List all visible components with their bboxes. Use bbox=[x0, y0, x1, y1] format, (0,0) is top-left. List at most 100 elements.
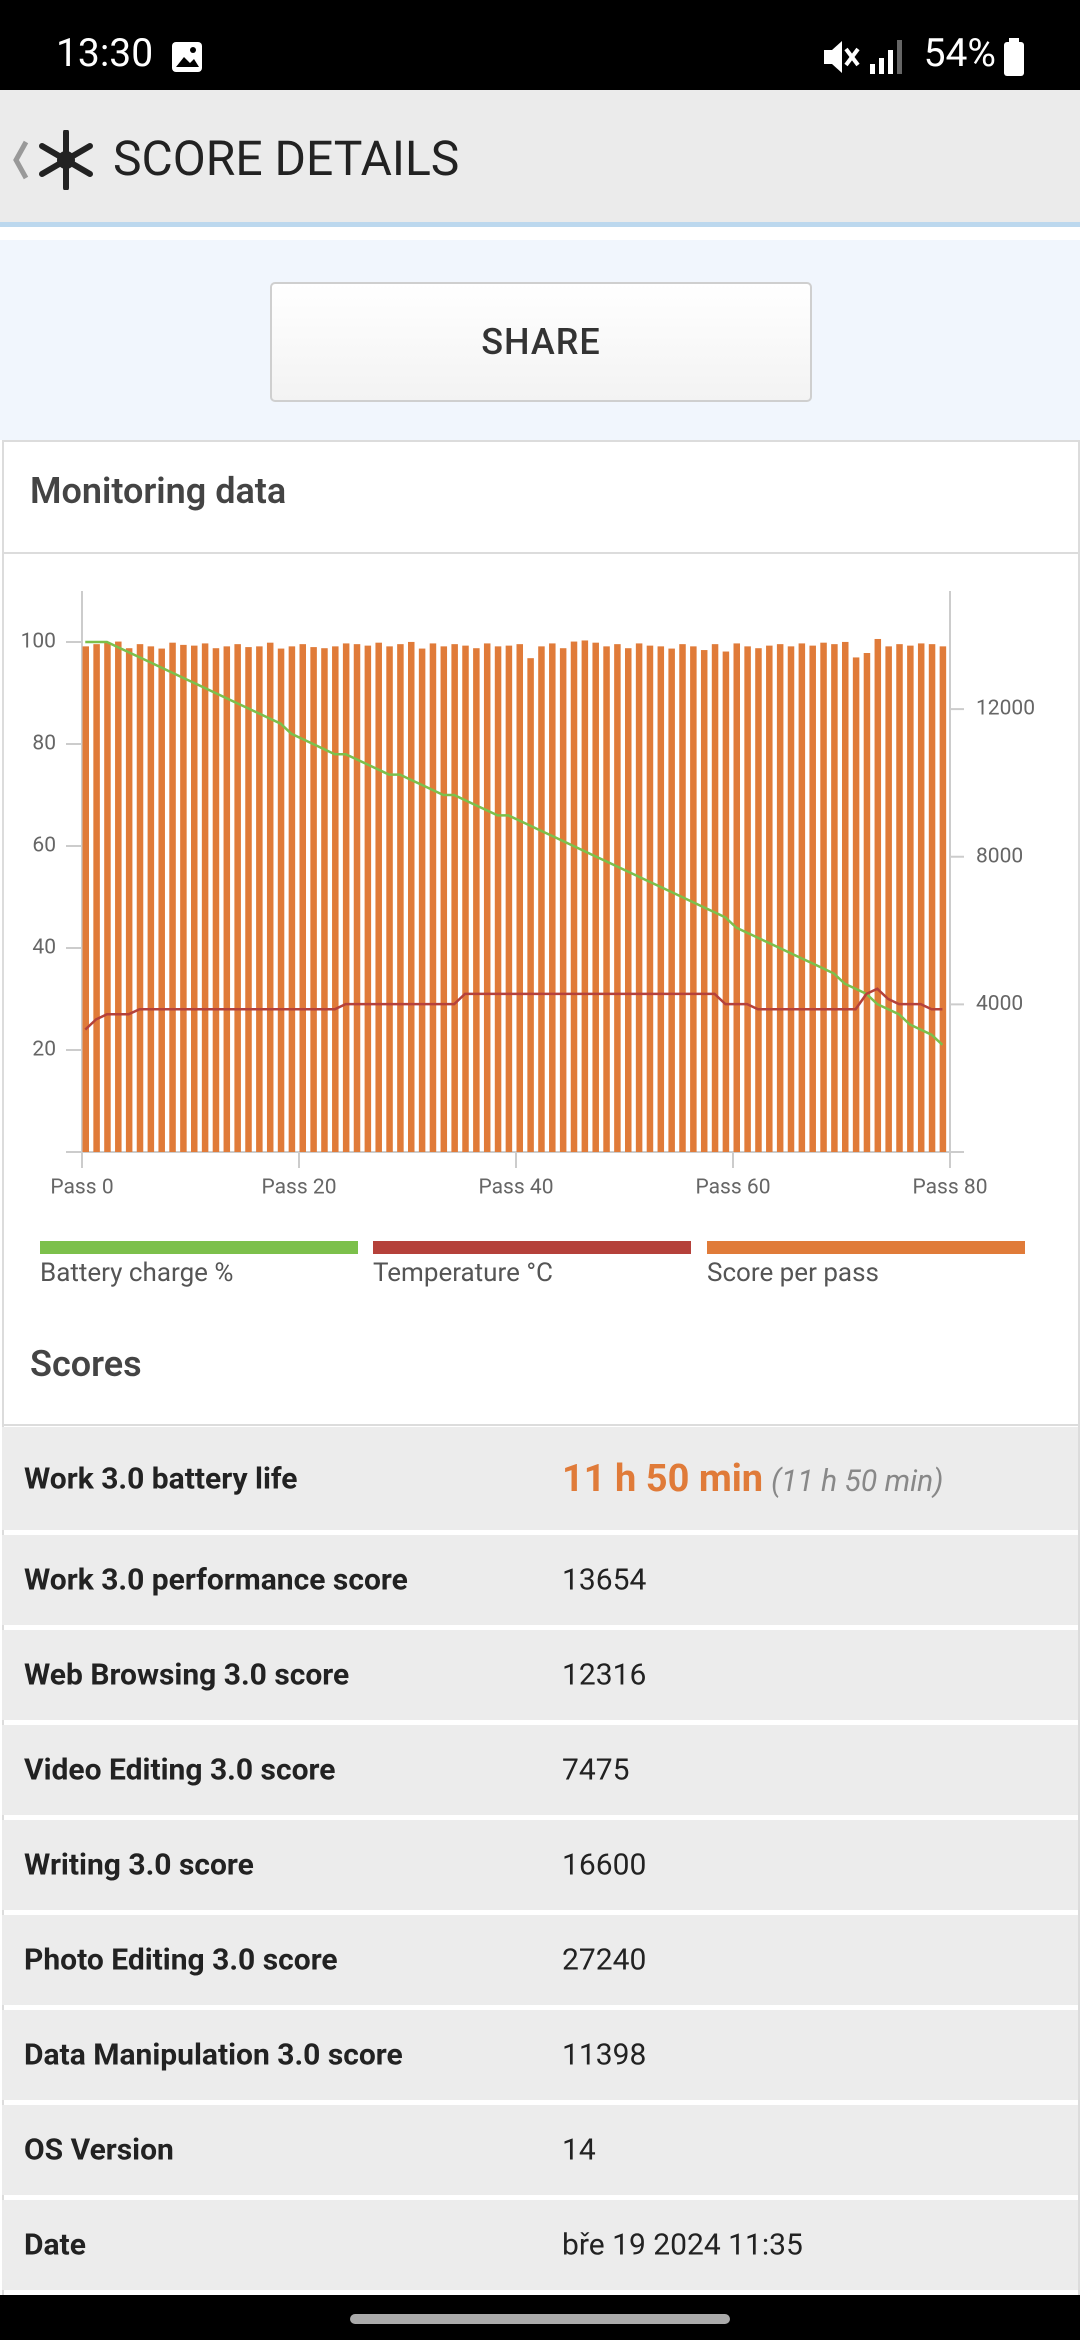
score-note: (11 h 50 min) bbox=[771, 1463, 944, 1499]
bar bbox=[711, 644, 719, 1152]
bar bbox=[592, 642, 599, 1152]
scores-table: Work 3.0 battery life 11 h 50 min (11 h 50… bbox=[2, 1427, 1078, 2290]
bar bbox=[527, 658, 534, 1152]
bar bbox=[288, 646, 296, 1152]
legend-swatch bbox=[40, 1241, 358, 1254]
score-value-cell: 16600 bbox=[562, 1848, 646, 1883]
bar bbox=[277, 648, 285, 1152]
bar bbox=[386, 646, 393, 1152]
bar bbox=[776, 644, 784, 1152]
score-value: 7475 bbox=[562, 1752, 630, 1788]
bar bbox=[842, 641, 849, 1152]
score-row: Work 3.0 battery life 11 h 50 min (11 h 50… bbox=[2, 1427, 1078, 1530]
bar bbox=[863, 653, 871, 1152]
score-value: 13654 bbox=[562, 1562, 647, 1598]
bar bbox=[907, 645, 914, 1152]
bar bbox=[505, 645, 513, 1152]
bar bbox=[353, 644, 361, 1152]
divider bbox=[2, 552, 1078, 554]
score-label: Work 3.0 performance score bbox=[24, 1562, 408, 1598]
bar bbox=[766, 645, 773, 1152]
bar bbox=[397, 644, 404, 1152]
bar bbox=[115, 641, 122, 1152]
bar bbox=[570, 641, 578, 1152]
line bbox=[84, 987, 943, 1031]
bar bbox=[158, 648, 165, 1152]
back-logo[interactable] bbox=[8, 130, 108, 190]
score-row: Video Editing 3.0 score 7475 bbox=[2, 1725, 1078, 1815]
score-label: Video Editing 3.0 score bbox=[24, 1752, 336, 1788]
battery-level: 54% bbox=[923, 30, 996, 76]
score-value: 12316 bbox=[562, 1657, 647, 1693]
score-value: 11 h 50 min bbox=[562, 1456, 764, 1501]
bar bbox=[418, 648, 426, 1152]
bar bbox=[104, 642, 111, 1152]
bar bbox=[180, 644, 187, 1152]
bar bbox=[635, 643, 643, 1152]
bar bbox=[809, 645, 816, 1152]
bar bbox=[136, 644, 144, 1152]
home-handle[interactable] bbox=[350, 2314, 730, 2324]
score-label: Photo Editing 3.0 score bbox=[24, 1942, 338, 1978]
bar bbox=[690, 646, 697, 1152]
x-tick-label: Pass 0 bbox=[50, 1176, 113, 1200]
score-row: Data Manipulation 3.0 score 11398 bbox=[2, 2010, 1078, 2100]
y2-tick-label: 4000 bbox=[976, 992, 1023, 1016]
bar bbox=[321, 648, 328, 1152]
score-value-cell: bře 19 2024 11:35 bbox=[562, 2228, 803, 2263]
y2-tick-label: 12000 bbox=[976, 697, 1035, 721]
bar bbox=[408, 641, 415, 1152]
bar bbox=[549, 643, 556, 1152]
bar bbox=[256, 646, 263, 1152]
bar bbox=[375, 642, 382, 1152]
bar bbox=[451, 644, 458, 1152]
bar bbox=[234, 644, 241, 1152]
score-value: bře 19 2024 11:35 bbox=[562, 2227, 803, 2263]
bar bbox=[831, 644, 838, 1152]
score-row: Work 3.0 performance score 13654 bbox=[2, 1535, 1078, 1625]
bar bbox=[917, 643, 925, 1152]
battery-icon bbox=[1004, 38, 1024, 76]
y-tick-label: 100 bbox=[21, 630, 56, 654]
legend-swatch bbox=[707, 1241, 1025, 1254]
bar bbox=[516, 644, 524, 1152]
bar bbox=[820, 642, 827, 1152]
score-value-cell: 11398 bbox=[562, 2038, 646, 2073]
legend-label: Score per pass bbox=[707, 1258, 879, 1288]
y2-tick-label: 8000 bbox=[976, 844, 1023, 868]
bar bbox=[744, 646, 751, 1152]
bar bbox=[299, 644, 307, 1152]
bar bbox=[462, 645, 469, 1152]
bar bbox=[429, 643, 437, 1152]
bar bbox=[440, 646, 448, 1152]
score-value-cell: 27240 bbox=[562, 1943, 646, 1978]
bar bbox=[668, 648, 675, 1152]
bar bbox=[614, 644, 621, 1152]
bar bbox=[364, 645, 372, 1152]
bar bbox=[646, 645, 654, 1152]
bar bbox=[874, 638, 882, 1152]
score-value-cell: 13654 bbox=[562, 1563, 646, 1598]
bar bbox=[755, 648, 762, 1152]
score-row: OS Version 14 bbox=[2, 2105, 1078, 2195]
bar bbox=[82, 646, 90, 1152]
bar bbox=[201, 643, 209, 1152]
line bbox=[85, 640, 944, 1046]
x-tick-label: Pass 80 bbox=[912, 1176, 987, 1200]
bar bbox=[928, 644, 936, 1152]
score-value-cell: 7475 bbox=[562, 1753, 629, 1788]
bar bbox=[885, 646, 892, 1152]
section-title: Scores bbox=[30, 1343, 142, 1385]
bar bbox=[538, 646, 545, 1152]
score-label: Work 3.0 battery life bbox=[24, 1461, 298, 1496]
bar bbox=[332, 646, 339, 1152]
app-bar bbox=[0, 90, 1080, 222]
share-button[interactable]: SHARE bbox=[270, 282, 812, 402]
x-tick-label: Pass 40 bbox=[478, 1176, 553, 1200]
score-label: Data Manipulation 3.0 score bbox=[24, 2037, 403, 2073]
bar bbox=[852, 657, 860, 1152]
screen-title: SCORE DETAILS bbox=[113, 130, 460, 187]
score-label: Web Browsing 3.0 score bbox=[24, 1657, 350, 1693]
score-value-cell: 12316 bbox=[562, 1658, 646, 1693]
legend-label: Temperature °C bbox=[373, 1258, 553, 1288]
